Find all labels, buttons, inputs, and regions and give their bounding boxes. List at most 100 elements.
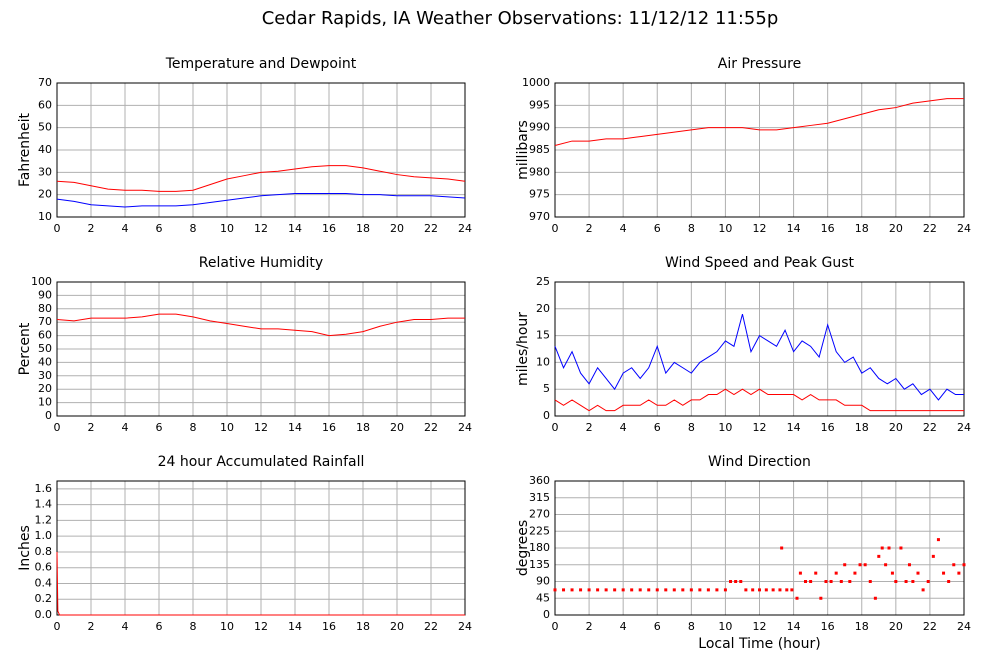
y-axis-label: miles/hour xyxy=(515,312,531,386)
data-point xyxy=(848,580,852,583)
x-tick-label: 0 xyxy=(54,620,61,633)
plot-frame xyxy=(554,480,965,616)
x-tick-label: 24 xyxy=(458,620,472,633)
y-tick-label: 50 xyxy=(38,342,52,355)
data-point xyxy=(907,563,911,567)
x-tick-label: 22 xyxy=(923,222,937,235)
data-point xyxy=(562,588,566,592)
data-point xyxy=(764,588,768,592)
y-tick-label: 0.8 xyxy=(35,545,53,558)
y-tick-label: 10 xyxy=(536,355,550,368)
y-tick-label: 20 xyxy=(38,382,52,395)
data-point xyxy=(790,588,794,592)
data-point xyxy=(681,588,685,592)
x-tick-label: 8 xyxy=(688,222,695,235)
x-tick-label: 8 xyxy=(190,421,197,434)
data-point xyxy=(921,588,925,592)
data-point xyxy=(957,571,961,575)
data-point xyxy=(839,580,843,583)
y-tick-label: 20 xyxy=(38,188,52,201)
x-tick-label: 6 xyxy=(156,620,163,633)
x-tick-label: 0 xyxy=(54,421,61,434)
data-point xyxy=(785,588,789,592)
x-tick-label: 2 xyxy=(586,620,593,633)
y-tick-label: 90 xyxy=(38,288,52,301)
x-tick-label: 22 xyxy=(424,421,438,434)
data-point xyxy=(689,588,693,592)
x-tick-label: 6 xyxy=(156,421,163,434)
y-tick-label: 975 xyxy=(529,188,550,201)
y-tick-label: 0 xyxy=(543,608,550,621)
data-point xyxy=(798,571,802,575)
x-tick-label: 6 xyxy=(654,222,661,235)
x-tick-label: 6 xyxy=(654,620,661,633)
y-tick-label: 970 xyxy=(529,210,550,223)
y-tick-label: 25 xyxy=(536,275,550,288)
data-point xyxy=(877,554,881,558)
x-tick-label: 18 xyxy=(356,620,370,633)
y-tick-label: 30 xyxy=(38,369,52,382)
y-tick-label: 990 xyxy=(529,121,550,134)
y-tick-label: 10 xyxy=(38,396,52,409)
data-point xyxy=(771,588,775,592)
chart-title: Air Pressure xyxy=(718,56,801,72)
x-tick-label: 6 xyxy=(654,421,661,434)
data-point xyxy=(655,588,659,592)
x-tick-label: 2 xyxy=(88,620,95,633)
data-point xyxy=(734,580,738,583)
data-point xyxy=(952,563,956,567)
data-point xyxy=(723,588,727,592)
data-point xyxy=(824,580,828,583)
x-tick-label: 14 xyxy=(288,222,302,235)
x-tick-label: 22 xyxy=(923,620,937,633)
x-tick-label: 20 xyxy=(889,620,903,633)
data-line xyxy=(554,388,964,412)
plot-frame xyxy=(554,281,965,417)
y-tick-label: 0.6 xyxy=(35,561,53,574)
x-tick-label: 18 xyxy=(855,620,869,633)
chart-title: Wind Speed and Peak Gust xyxy=(665,255,854,271)
chart-title: Wind Direction xyxy=(708,454,811,470)
y-tick-label: 70 xyxy=(38,76,52,89)
data-point xyxy=(613,588,617,592)
y-tick-label: 0.0 xyxy=(35,608,53,621)
data-point xyxy=(916,571,920,575)
data-point xyxy=(698,588,702,592)
y-tick-label: 985 xyxy=(529,143,550,156)
data-line xyxy=(56,193,466,208)
x-tick-label: 20 xyxy=(390,222,404,235)
y-tick-label: 180 xyxy=(529,541,550,554)
data-point xyxy=(863,563,867,567)
x-tick-label: 22 xyxy=(424,620,438,633)
x-tick-label: 14 xyxy=(787,222,801,235)
y-tick-label: 225 xyxy=(529,524,550,537)
y-tick-label: 50 xyxy=(38,121,52,134)
x-tick-label: 8 xyxy=(190,222,197,235)
x-tick-label: 14 xyxy=(787,620,801,633)
data-point xyxy=(778,588,782,592)
y-axis-label: Inches xyxy=(17,525,33,570)
data-point xyxy=(843,563,847,567)
x-tick-label: 8 xyxy=(190,620,197,633)
y-tick-label: 315 xyxy=(529,491,550,504)
data-point xyxy=(638,588,642,592)
data-point xyxy=(729,580,733,583)
x-tick-label: 10 xyxy=(718,421,732,434)
data-point xyxy=(884,563,888,567)
y-tick-label: 70 xyxy=(38,315,52,328)
y-tick-label: 135 xyxy=(529,558,550,571)
x-tick-label: 18 xyxy=(855,421,869,434)
chart-title: Relative Humidity xyxy=(199,255,323,271)
x-tick-label: 14 xyxy=(288,620,302,633)
x-tick-label: 4 xyxy=(620,421,627,434)
y-tick-label: 1.0 xyxy=(35,529,53,542)
x-tick-label: 4 xyxy=(620,222,627,235)
x-tick-label: 6 xyxy=(156,222,163,235)
data-point xyxy=(570,588,574,592)
y-tick-label: 1000 xyxy=(522,76,550,89)
y-tick-label: 5 xyxy=(543,382,550,395)
data-point xyxy=(744,588,748,592)
data-point xyxy=(604,588,608,592)
y-tick-label: 45 xyxy=(536,591,550,604)
y-tick-label: 80 xyxy=(38,302,52,315)
